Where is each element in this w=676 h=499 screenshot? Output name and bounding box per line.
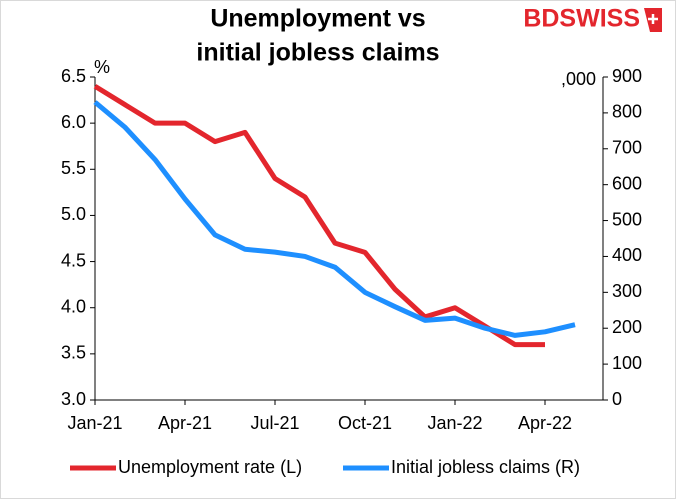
y-tick-label: 3.5 [61,343,86,363]
x-tick-label: Apr-22 [518,413,572,433]
y-tick-label: 6.0 [61,112,86,132]
logo: BDSWISS [523,5,640,33]
logo-icon [644,8,662,32]
x-tick-label: Jan-22 [427,413,482,433]
y-tick-label: 4.5 [61,250,86,270]
x-tick-label: Jan-21 [67,413,122,433]
x-tick-label: Apr-21 [158,413,212,433]
y-tick-label: 5.5 [61,158,86,178]
y2-tick-label: 400 [612,245,642,265]
y2-unit-label: ,000 [561,69,596,89]
y-tick-label: 3.0 [61,389,86,409]
y-tick-label: 5.0 [61,204,86,224]
y2-tick-label: 900 [612,66,642,86]
legend-label: Unemployment rate (L) [118,457,302,477]
y-tick-label: 4.0 [61,296,86,316]
x-tick-label: Oct-21 [338,413,392,433]
legend-label: Initial jobless claims (R) [391,457,580,477]
y-unit-label: % [94,57,110,77]
y2-tick-label: 500 [612,209,642,229]
x-tick-label: Jul-21 [250,413,299,433]
series-line [93,100,576,338]
y2-tick-label: 100 [612,353,642,373]
y2-tick-label: 0 [612,389,622,409]
chart-title: Unemployment vs [210,5,425,33]
y-tick-label: 6.5 [61,66,86,86]
y2-tick-label: 700 [612,138,642,158]
y2-tick-label: 800 [612,102,642,122]
y2-tick-label: 200 [612,317,642,337]
y2-tick-label: 300 [612,281,642,301]
y2-tick-label: 600 [612,173,642,193]
chart-title: initial jobless claims [196,39,439,67]
series-line [93,84,545,348]
